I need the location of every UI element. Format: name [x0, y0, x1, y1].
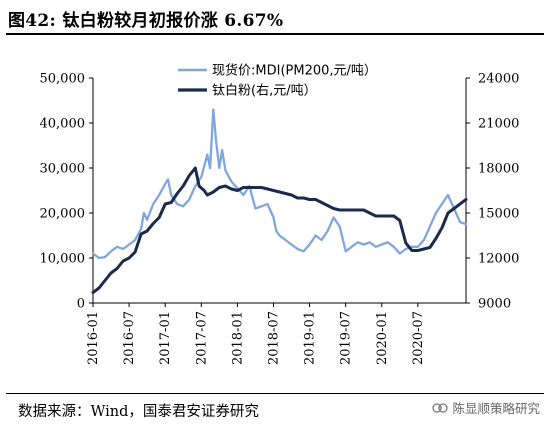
x-tick-label: 2016-01	[86, 311, 101, 365]
y-left-tick-label: 50,000	[40, 72, 86, 87]
watermark-text: 陈显顺策略研究	[452, 401, 540, 416]
x-tick-label: 2018-07	[266, 311, 281, 365]
watermark: 陈显顺策略研究	[432, 398, 540, 417]
y-right-tick-label: 15000	[478, 207, 519, 222]
y-left-tick-label: 10,000	[40, 252, 86, 267]
y-left-tick-label: 40,000	[40, 117, 86, 132]
x-tick-label: 2019-01	[303, 311, 318, 365]
y-right-tick-label: 9000	[478, 297, 511, 312]
x-tick-label: 2019-07	[339, 311, 354, 365]
x-tick-label: 2020-07	[411, 311, 426, 365]
x-tick-label: 2016-07	[122, 311, 137, 365]
y-right-tick-label: 18000	[478, 162, 519, 177]
title-bar: 图42: 钛白粉较月初报价涨 6.67%	[0, 0, 550, 35]
chart: 0 10,000 20,000 30,000 40,000 50,000 9000 12000…	[40, 63, 520, 366]
series-line-tio2	[91, 166, 468, 294]
x-tick-label: 2017-01	[158, 311, 173, 365]
x-tick-label: 2017-07	[194, 311, 209, 365]
wechat-channel-icon	[432, 402, 449, 413]
x-tick-label: 2018-01	[230, 311, 245, 365]
y-right-tick-label: 21000	[478, 117, 519, 132]
axes: 0 10,000 20,000 30,000 40,000 50,000 9000 12000…	[40, 72, 520, 366]
series-lines	[91, 108, 468, 294]
y-left-tick-label: 0	[77, 297, 85, 312]
y-right-tick-label: 12000	[478, 252, 519, 267]
y-right-tick-label: 24000	[478, 72, 519, 87]
legend-label-tio2: 钛白粉(右,元/吨）	[212, 83, 317, 99]
series-line-mdi	[91, 108, 468, 260]
legend: 现货价:MDI(PM200,元/吨） 钛白粉(右,元/吨）	[178, 63, 377, 99]
x-tick-label: 2020-01	[375, 311, 390, 365]
source-note: 数据来源：Wind，国泰君安证券研究	[18, 404, 259, 420]
y-left-tick-label: 30,000	[40, 162, 86, 177]
title-divider	[6, 33, 544, 35]
legend-label-mdi: 现货价:MDI(PM200,元/吨）	[212, 63, 377, 79]
page-title: 图42: 钛白粉较月初报价涨 6.67%	[8, 11, 284, 31]
y-left-tick-label: 20,000	[40, 207, 86, 222]
footer-divider	[6, 393, 544, 394]
